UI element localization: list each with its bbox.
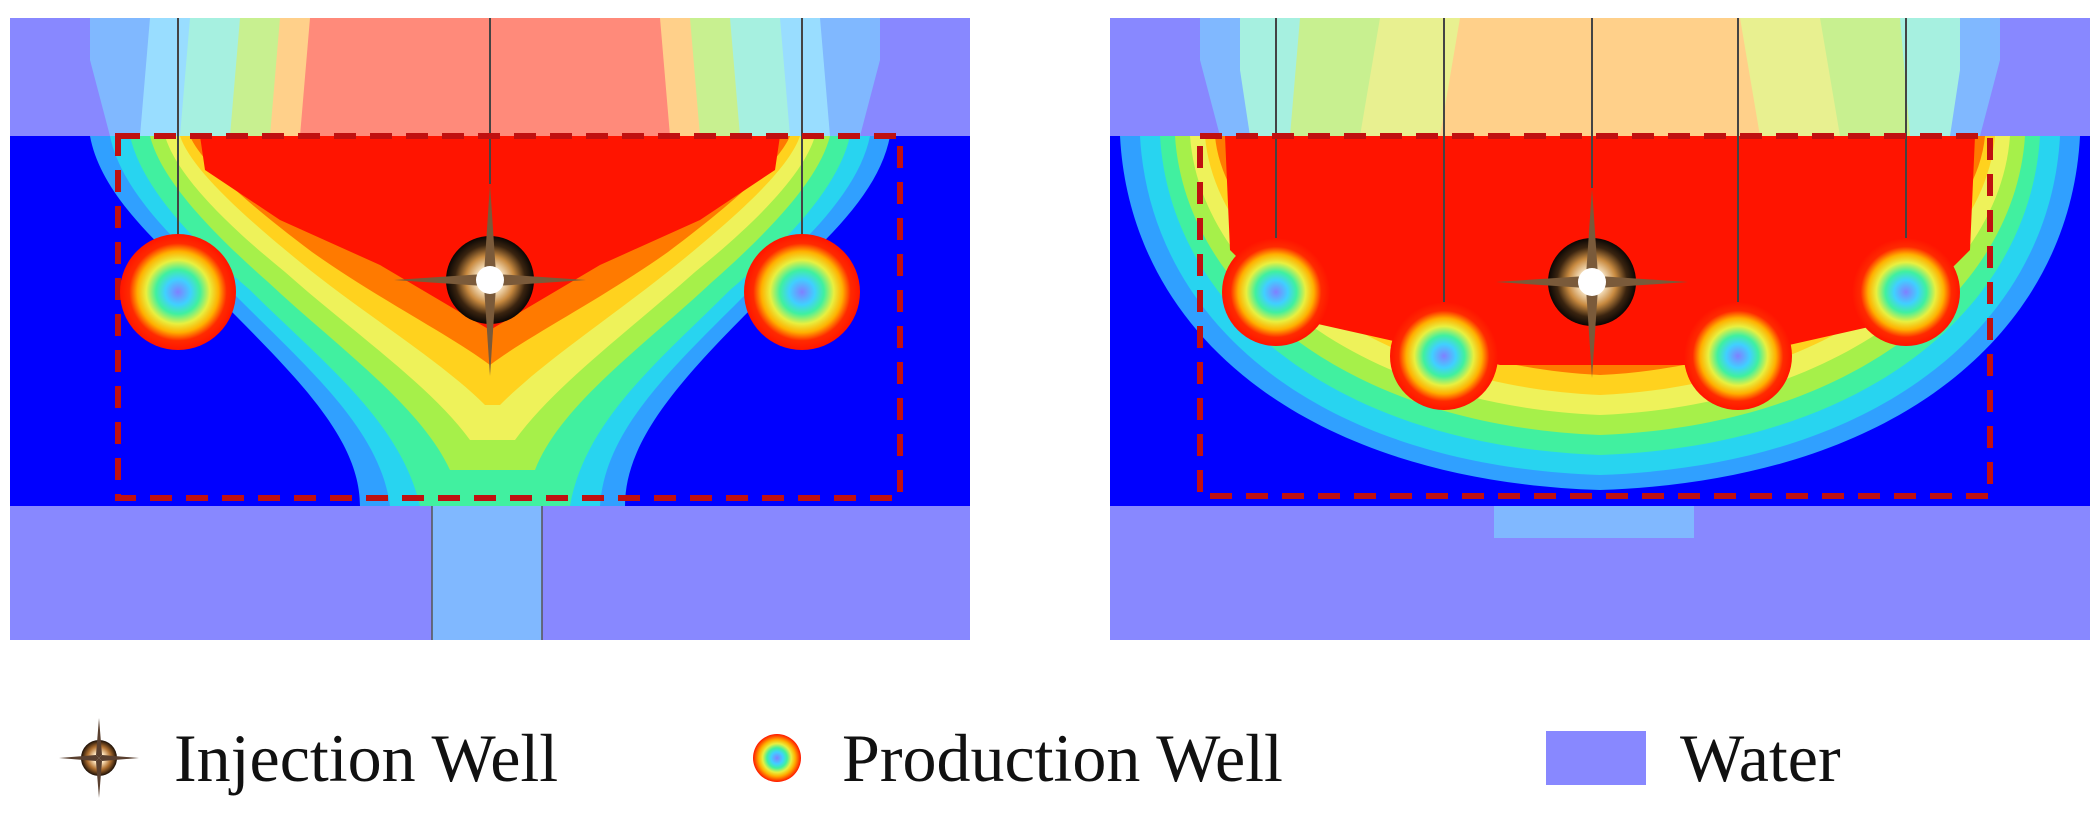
production-well-icon [744, 234, 860, 350]
production-well-icon [1222, 238, 1330, 346]
legend-item-water: Water [1546, 700, 1841, 816]
left-simulation-diagram [10, 18, 970, 640]
right-panel [1100, 0, 2100, 660]
pattern-boundary [115, 133, 903, 501]
right-simulation-diagram [1110, 18, 2090, 640]
water-channel [432, 506, 542, 640]
well-lines [1275, 18, 1907, 312]
left-panel [0, 0, 980, 660]
legend-label: Water [1680, 719, 1841, 796]
overburden-plume [1200, 18, 2000, 136]
legend-item-production-well: Production Well [742, 700, 1283, 816]
water-swatch [1546, 731, 1646, 785]
production-well-icon [753, 734, 801, 782]
legend: Injection Well Production Well Water [0, 700, 2100, 816]
production-well-icon [1852, 238, 1960, 346]
legend-label: Production Well [842, 719, 1283, 796]
injection-well-icon [394, 184, 586, 376]
water-channel [1494, 506, 1694, 538]
injection-well-icon [59, 718, 139, 798]
production-well-icon [120, 234, 236, 350]
injection-well-icon [1496, 188, 1688, 378]
overburden-plume [90, 18, 880, 136]
legend-label: Injection Well [174, 719, 559, 796]
well-lines [177, 18, 803, 246]
production-well-icon [1684, 302, 1792, 410]
legend-item-injection-well: Injection Well [54, 700, 558, 816]
production-well-icon [1390, 302, 1498, 410]
